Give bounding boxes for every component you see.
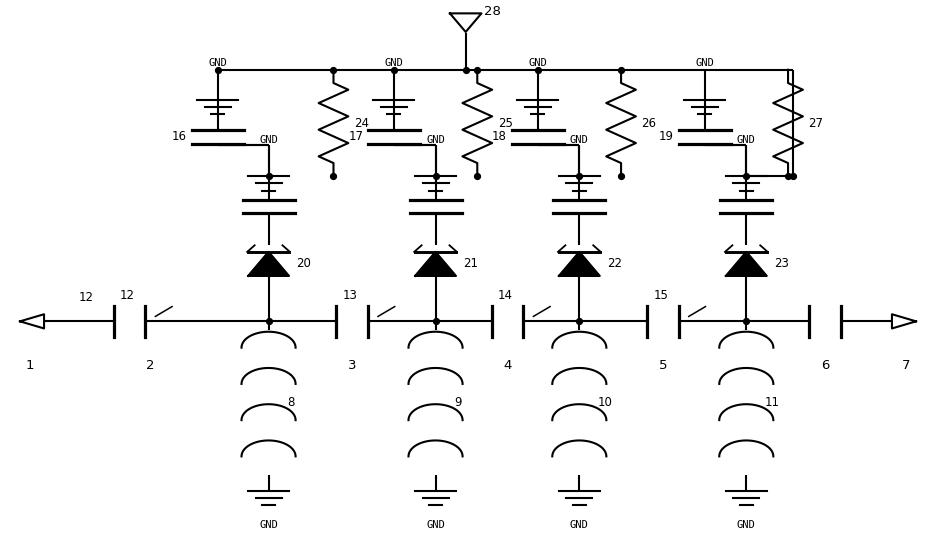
Text: 25: 25: [498, 117, 513, 129]
Text: 13: 13: [343, 289, 358, 302]
Text: GND: GND: [737, 520, 755, 530]
Text: 17: 17: [348, 131, 363, 143]
Text: GND: GND: [385, 58, 403, 68]
Text: 26: 26: [641, 117, 656, 129]
Text: 5: 5: [659, 359, 667, 372]
Text: 10: 10: [598, 396, 613, 408]
Text: 21: 21: [463, 257, 478, 271]
Text: GND: GND: [259, 520, 278, 530]
Text: 20: 20: [297, 257, 312, 271]
Polygon shape: [416, 252, 456, 276]
Text: 2: 2: [146, 359, 154, 372]
Text: 12: 12: [120, 289, 135, 302]
Text: GND: GND: [737, 134, 755, 145]
Text: GND: GND: [528, 58, 547, 68]
Text: 19: 19: [659, 131, 674, 143]
Text: 24: 24: [354, 117, 369, 129]
Text: 6: 6: [821, 359, 829, 372]
Text: 1: 1: [26, 359, 35, 372]
Text: GND: GND: [426, 134, 445, 145]
Text: 15: 15: [653, 289, 668, 302]
Text: 28: 28: [484, 5, 501, 18]
Text: GND: GND: [208, 58, 227, 68]
Polygon shape: [559, 252, 600, 276]
Text: 23: 23: [774, 257, 789, 271]
Text: GND: GND: [259, 134, 278, 145]
Text: 12: 12: [79, 291, 94, 304]
Text: GND: GND: [426, 520, 445, 530]
Text: 7: 7: [901, 359, 910, 372]
Text: 11: 11: [765, 396, 780, 408]
Text: 8: 8: [287, 396, 295, 408]
Text: 27: 27: [809, 117, 824, 129]
Text: 4: 4: [504, 359, 512, 372]
Text: 3: 3: [348, 359, 357, 372]
Text: 16: 16: [172, 131, 187, 143]
Text: 22: 22: [607, 257, 622, 271]
Text: GND: GND: [570, 134, 589, 145]
Text: GND: GND: [570, 520, 589, 530]
Polygon shape: [726, 252, 767, 276]
Text: 9: 9: [454, 396, 461, 408]
Polygon shape: [248, 252, 289, 276]
Text: GND: GND: [695, 58, 714, 68]
Text: 14: 14: [498, 289, 513, 302]
Text: 18: 18: [492, 131, 507, 143]
